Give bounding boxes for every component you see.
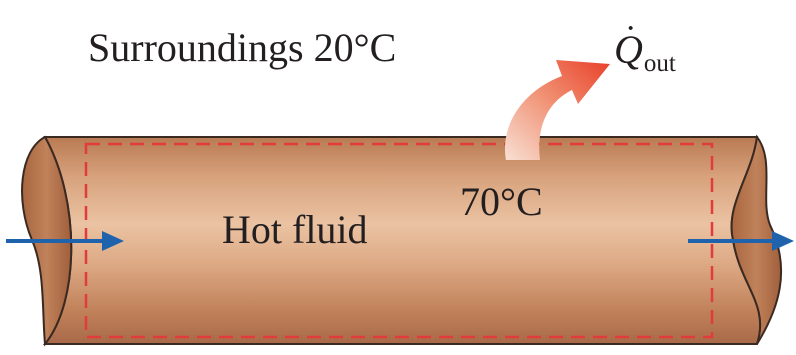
outlet-flow-arrow-icon bbox=[688, 231, 794, 251]
rate-dot: · bbox=[625, 10, 637, 47]
inlet-flow-arrow-icon bbox=[6, 231, 124, 251]
hot-fluid-label: Hot fluid bbox=[222, 207, 368, 252]
surroundings-label: Surroundings 20°C bbox=[88, 25, 397, 70]
pipe-temperature-label: 70°C bbox=[460, 179, 543, 224]
heat-symbol: Q bbox=[614, 27, 643, 72]
heat-subscript: out bbox=[643, 50, 676, 77]
pipe-body bbox=[42, 136, 762, 345]
heat-loss-arrow-icon bbox=[504, 60, 610, 160]
heat-out-label: · Qout bbox=[614, 10, 676, 77]
